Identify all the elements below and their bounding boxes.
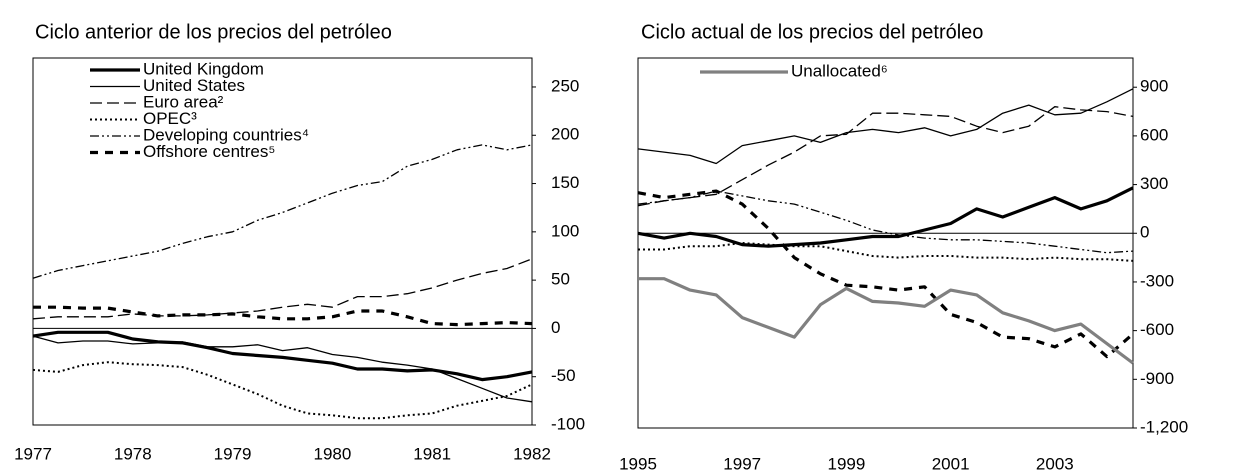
y-tick-label: 600: [1140, 125, 1168, 144]
series-line: [637, 190, 1134, 254]
legend-label: Unallocated⁶: [791, 61, 888, 80]
series-line: [637, 106, 1134, 207]
y-tick-label: -100: [551, 414, 585, 433]
x-tick-label: 2001: [932, 454, 970, 470]
series-line: [32, 361, 533, 420]
legend-label: Euro area²: [143, 92, 224, 111]
legend-label: Developing countries⁴: [143, 125, 309, 144]
x-tick-label: 1997: [723, 454, 761, 470]
series-line: [637, 186, 1134, 248]
y-tick-label: 50: [551, 270, 570, 289]
y-tick-label: 200: [551, 125, 579, 144]
x-tick-label: 1978: [114, 444, 152, 463]
y-tick-label: 0: [1140, 223, 1149, 242]
series-line: [637, 88, 1134, 165]
y-tick-label: -900: [1140, 369, 1174, 388]
y-tick-label: -600: [1140, 320, 1174, 339]
x-tick-label: 1999: [828, 454, 866, 470]
chart-title: Ciclo actual de los precios del petróleo: [641, 21, 983, 43]
series-line: [638, 242, 1134, 262]
series-line: [32, 335, 533, 403]
x-tick-label: 1995: [619, 454, 657, 470]
x-tick-label: 1979: [214, 444, 252, 463]
legend-label: OPEC³: [143, 109, 197, 128]
chart-title: Ciclo anterior de los precios del petról…: [35, 21, 392, 43]
series-line: [32, 258, 533, 320]
y-tick-label: -300: [1140, 271, 1174, 290]
y-tick-label: -1,200: [1140, 417, 1188, 436]
x-tick-label: 1982: [513, 444, 551, 463]
x-tick-label: 1980: [313, 444, 351, 463]
y-tick-label: 100: [551, 221, 579, 240]
series-line: [638, 277, 1134, 365]
series-line: [33, 305, 533, 327]
x-tick-label: 2003: [1036, 454, 1074, 470]
series-line: [637, 189, 1135, 359]
series-line: [32, 330, 533, 382]
legend-label: Offshore centres⁵: [143, 142, 275, 161]
y-tick-label: 300: [1140, 174, 1168, 193]
x-tick-label: 1981: [413, 444, 451, 463]
series-line: [32, 144, 533, 279]
y-tick-label: 150: [551, 173, 579, 192]
plot-frame: [32, 57, 533, 426]
plot-frame: [637, 57, 1134, 429]
x-tick-label: 1977: [14, 444, 52, 463]
y-tick-label: 0: [551, 318, 560, 337]
y-tick-label: 250: [551, 76, 579, 95]
legend-label: United Kingdom: [143, 59, 264, 78]
y-tick-label: -50: [551, 366, 576, 385]
legend-label: United States: [143, 76, 245, 95]
y-tick-label: 900: [1140, 77, 1168, 96]
